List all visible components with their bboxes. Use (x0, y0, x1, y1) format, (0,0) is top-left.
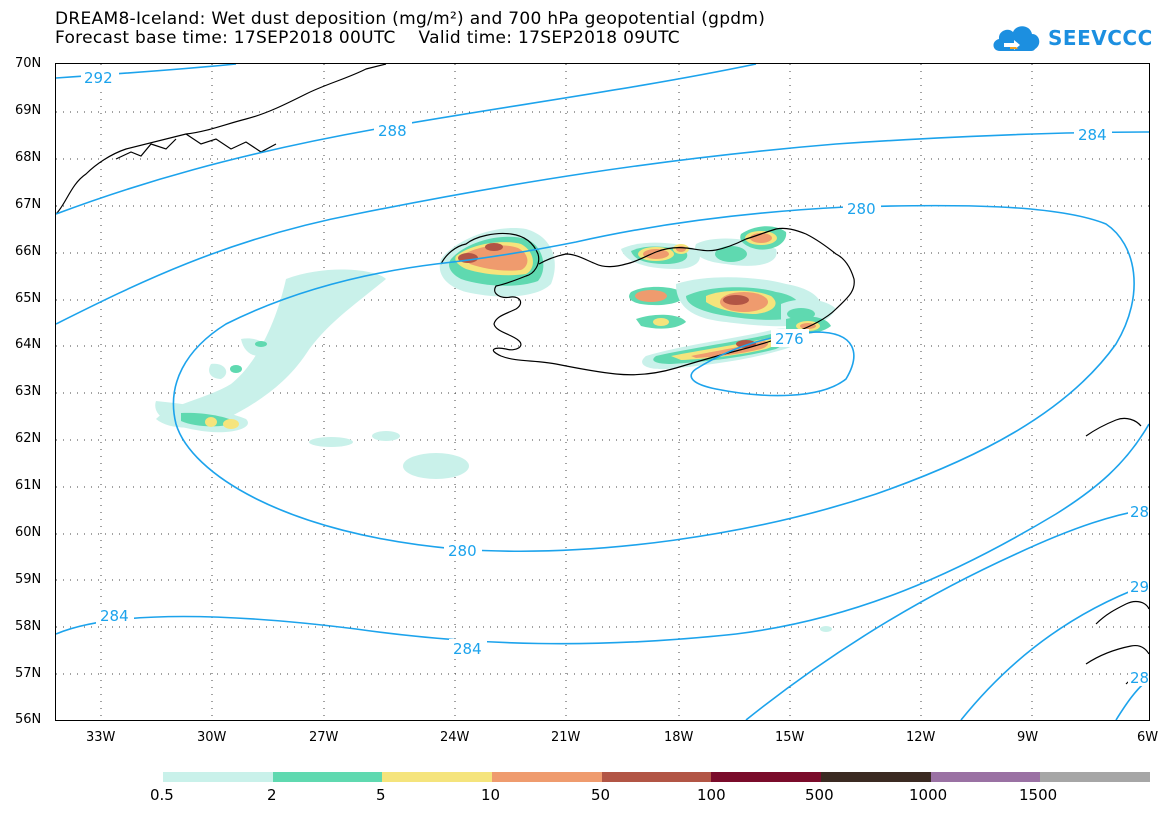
legend-swatch (492, 772, 602, 782)
contour-284-north (56, 131, 1149, 325)
legend-swatch (382, 772, 493, 782)
map-canvas: 292 288 284 280 280 276 284 284 28 29 28 (56, 64, 1149, 720)
title-line-1: DREAM8-Iceland: Wet dust deposition (mg/… (55, 9, 766, 29)
lat-label: 60N (15, 525, 42, 540)
title-line-2: Forecast base time: 17SEP2018 00UTC Vali… (55, 28, 680, 48)
contour-label: 29 (1130, 578, 1149, 596)
contour-label: 280 (847, 200, 876, 218)
lat-label: 65N (15, 291, 42, 306)
contour-label: 288 (378, 122, 407, 140)
lat-label: 64N (15, 337, 42, 352)
legend-swatch (711, 772, 822, 782)
legend-label: 50 (591, 786, 611, 804)
lon-label: 6W (1137, 730, 1159, 745)
lat-label: 58N (15, 619, 42, 634)
contour-label: 28 (1130, 503, 1149, 521)
contour-label: 292 (84, 69, 113, 87)
contour-29-east (960, 583, 1149, 720)
contour-label-group: 292 288 284 280 280 276 284 284 28 29 28 (81, 68, 1149, 687)
legend-label: 10 (481, 786, 501, 804)
lat-label: 70N (15, 56, 42, 71)
lon-label: 15W (775, 730, 805, 745)
lat-label: 66N (15, 244, 42, 259)
lat-label: 68N (15, 150, 42, 165)
lat-label: 56N (15, 712, 42, 727)
legend-label: 1500 (1019, 786, 1058, 804)
lon-label: 18W (664, 730, 694, 745)
contour-label: 280 (448, 542, 477, 560)
legend-swatch (163, 772, 273, 782)
legend-swatch (1040, 772, 1151, 782)
contour-28-east (745, 508, 1149, 720)
map-title: DREAM8-Iceland: Wet dust deposition (mg/… (55, 10, 765, 48)
dust-deposition-field (155, 226, 836, 632)
legend-label: 500 (805, 786, 834, 804)
lat-label: 63N (15, 384, 42, 399)
contour-276 (690, 331, 855, 397)
map-area: 292 288 284 280 280 276 284 284 28 29 28 (55, 63, 1150, 721)
contour-label: 276 (775, 330, 804, 348)
legend-label: 100 (697, 786, 726, 804)
contour-284-south (56, 423, 1149, 645)
contour-label: 28 (1130, 669, 1149, 687)
seevccc-logo: SEEVCCC (990, 20, 1153, 56)
legend-label: 2 (267, 786, 277, 804)
lon-label: 12W (906, 730, 936, 745)
lat-label: 57N (15, 666, 42, 681)
lat-label: 67N (15, 197, 42, 212)
lon-label: 21W (551, 730, 581, 745)
contour-292 (56, 64, 237, 79)
contour-label: 284 (100, 607, 129, 625)
lat-label: 61N (15, 478, 42, 493)
lon-label: 27W (309, 730, 339, 745)
lon-label: 9W (1017, 730, 1039, 745)
lat-label: 59N (15, 572, 42, 587)
legend-swatch (930, 772, 1041, 782)
cloud-icon (993, 26, 1040, 51)
legend-swatch (821, 772, 931, 782)
legend-swatch (601, 772, 712, 782)
legend-swatch (272, 772, 383, 782)
legend-label: 1000 (909, 786, 948, 804)
lon-label: 30W (197, 730, 227, 745)
contour-label: 284 (453, 640, 482, 658)
graticule (56, 64, 1149, 720)
logo-text: SEEVCCC (1048, 26, 1153, 50)
lat-label: 62N (15, 431, 42, 446)
legend-colorbar (163, 772, 1151, 782)
lon-label: 33W (86, 730, 116, 745)
legend-label: 5 (376, 786, 386, 804)
contour-280 (172, 204, 1135, 553)
lon-label: 24W (440, 730, 470, 745)
contour-label: 284 (1078, 126, 1107, 144)
lat-label: 69N (15, 103, 42, 118)
legend-label: 0.5 (150, 786, 174, 804)
